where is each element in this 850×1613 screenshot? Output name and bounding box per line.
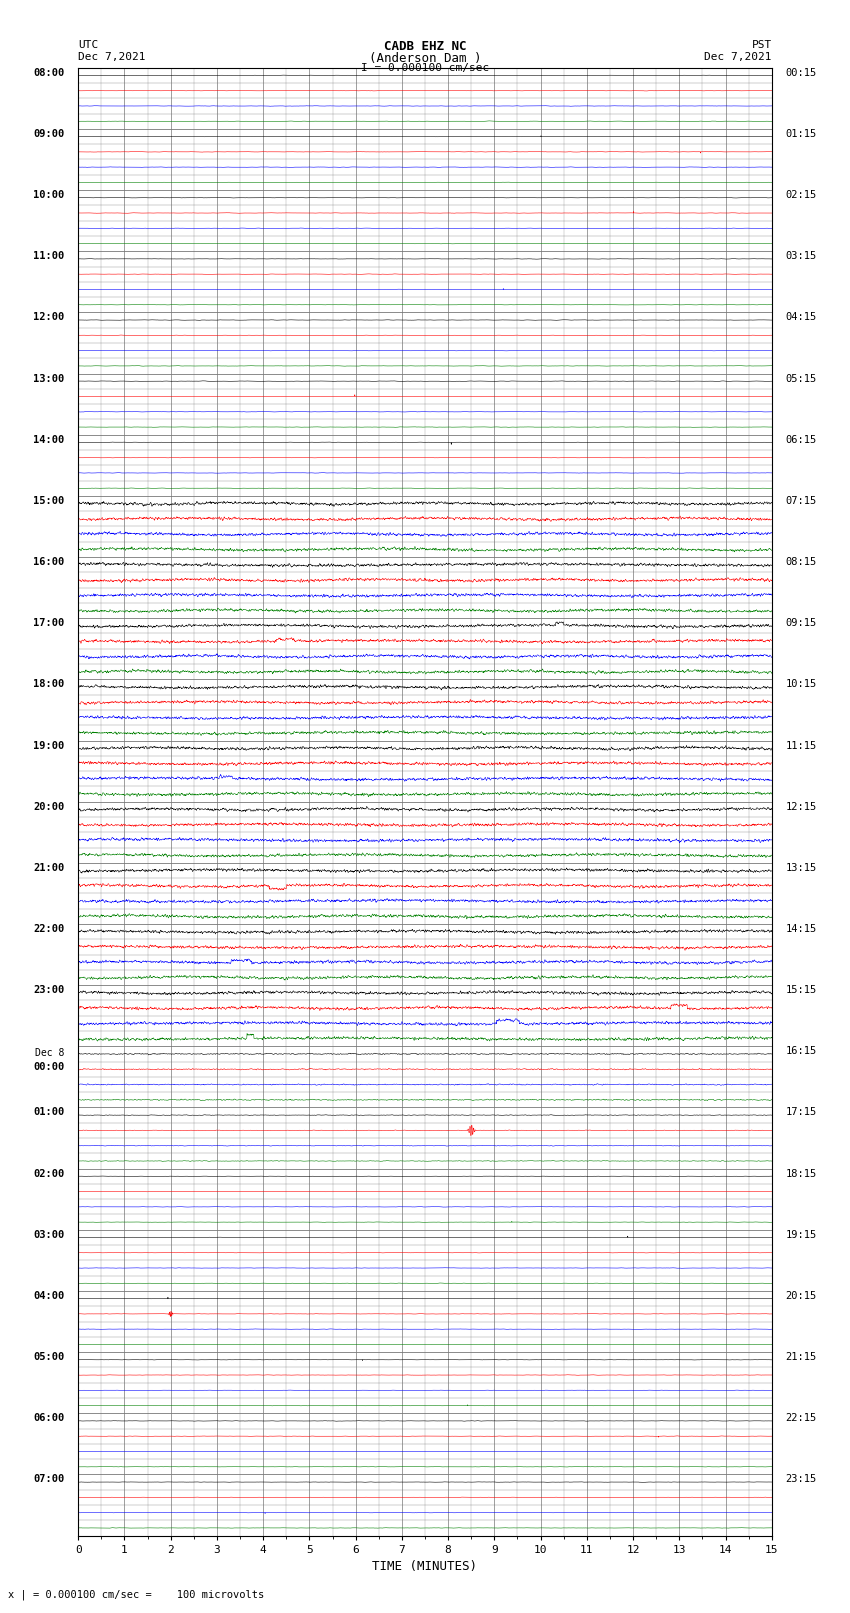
Text: Dec 7,2021: Dec 7,2021	[78, 52, 145, 61]
Text: 12:15: 12:15	[785, 802, 817, 811]
Text: 15:15: 15:15	[785, 986, 817, 995]
Text: 12:00: 12:00	[33, 313, 65, 323]
Text: 14:00: 14:00	[33, 436, 65, 445]
Text: 20:00: 20:00	[33, 802, 65, 811]
Text: 04:15: 04:15	[785, 313, 817, 323]
Text: 00:00: 00:00	[33, 1061, 65, 1071]
Text: 08:15: 08:15	[785, 556, 817, 568]
Text: PST: PST	[751, 40, 772, 50]
Text: 17:15: 17:15	[785, 1108, 817, 1118]
Text: 20:15: 20:15	[785, 1290, 817, 1302]
Text: 21:15: 21:15	[785, 1352, 817, 1361]
Text: 10:15: 10:15	[785, 679, 817, 689]
Text: 02:00: 02:00	[33, 1168, 65, 1179]
Text: 06:00: 06:00	[33, 1413, 65, 1423]
Text: 17:00: 17:00	[33, 618, 65, 627]
Text: 08:00: 08:00	[33, 68, 65, 77]
Text: 18:15: 18:15	[785, 1168, 817, 1179]
Text: 07:15: 07:15	[785, 495, 817, 506]
Text: Dec 8: Dec 8	[35, 1048, 65, 1058]
Text: (Anderson Dam ): (Anderson Dam )	[369, 52, 481, 65]
Text: 16:15: 16:15	[785, 1047, 817, 1057]
Text: CADB EHZ NC: CADB EHZ NC	[383, 40, 467, 53]
Text: 11:15: 11:15	[785, 740, 817, 750]
Text: Dec 7,2021: Dec 7,2021	[705, 52, 772, 61]
Text: 15:00: 15:00	[33, 495, 65, 506]
Text: 21:00: 21:00	[33, 863, 65, 873]
Text: 09:00: 09:00	[33, 129, 65, 139]
Text: 10:00: 10:00	[33, 190, 65, 200]
Text: 13:00: 13:00	[33, 374, 65, 384]
Text: 23:00: 23:00	[33, 986, 65, 995]
Text: 22:15: 22:15	[785, 1413, 817, 1423]
Text: 05:00: 05:00	[33, 1352, 65, 1361]
Text: I = 0.000100 cm/sec: I = 0.000100 cm/sec	[361, 63, 489, 73]
Text: 00:15: 00:15	[785, 68, 817, 77]
Text: 07:00: 07:00	[33, 1474, 65, 1484]
Text: 06:15: 06:15	[785, 436, 817, 445]
Text: 11:00: 11:00	[33, 252, 65, 261]
Text: 22:00: 22:00	[33, 924, 65, 934]
Text: 19:00: 19:00	[33, 740, 65, 750]
Text: 14:15: 14:15	[785, 924, 817, 934]
Text: 16:00: 16:00	[33, 556, 65, 568]
Text: 03:00: 03:00	[33, 1229, 65, 1240]
Text: 23:15: 23:15	[785, 1474, 817, 1484]
Text: 19:15: 19:15	[785, 1229, 817, 1240]
Text: 02:15: 02:15	[785, 190, 817, 200]
Text: x | = 0.000100 cm/sec =    100 microvolts: x | = 0.000100 cm/sec = 100 microvolts	[8, 1589, 264, 1600]
Text: 04:00: 04:00	[33, 1290, 65, 1302]
Text: 05:15: 05:15	[785, 374, 817, 384]
Text: UTC: UTC	[78, 40, 99, 50]
Text: 09:15: 09:15	[785, 618, 817, 627]
Text: 18:00: 18:00	[33, 679, 65, 689]
Text: 01:15: 01:15	[785, 129, 817, 139]
X-axis label: TIME (MINUTES): TIME (MINUTES)	[372, 1560, 478, 1573]
Text: 03:15: 03:15	[785, 252, 817, 261]
Text: 01:00: 01:00	[33, 1108, 65, 1118]
Text: 13:15: 13:15	[785, 863, 817, 873]
